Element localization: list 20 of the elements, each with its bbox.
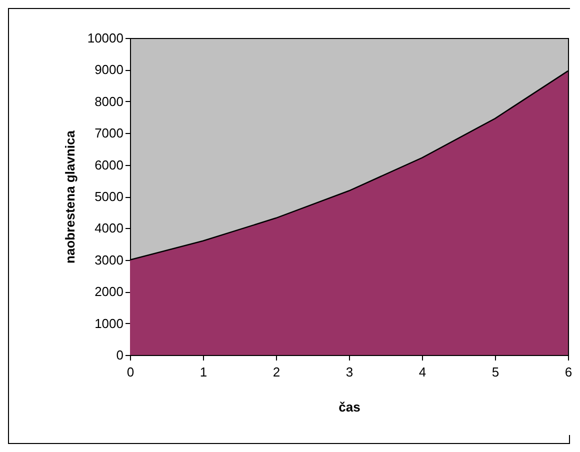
x-tick-label: 6 — [564, 364, 572, 380]
y-tick-label: 4000 — [94, 220, 124, 236]
y-tick-label: 5000 — [94, 189, 124, 204]
x-tick-label: 3 — [346, 364, 354, 380]
x-tick-label: 1 — [200, 364, 208, 380]
y-tick-label: 2000 — [94, 284, 124, 300]
y-tick-label: 0 — [116, 348, 124, 362]
y-tick-label: 3000 — [94, 252, 124, 268]
y-tick-label: 9000 — [94, 62, 124, 78]
x-tick-label: 4 — [418, 364, 426, 380]
y-tick-label: 1000 — [94, 316, 124, 331]
x-tick-label: 5 — [492, 364, 500, 380]
x-tick-label: 2 — [272, 364, 280, 380]
y-tick-label: 10000 — [87, 30, 124, 46]
x-axis-title: čas — [338, 400, 360, 414]
y-tick-label: 8000 — [94, 94, 124, 109]
y-axis-title: naobrestena glavnica — [62, 130, 78, 264]
y-tick-label: 7000 — [94, 126, 124, 141]
x-tick-label: 0 — [126, 364, 134, 380]
y-tick-label: 6000 — [94, 157, 124, 172]
